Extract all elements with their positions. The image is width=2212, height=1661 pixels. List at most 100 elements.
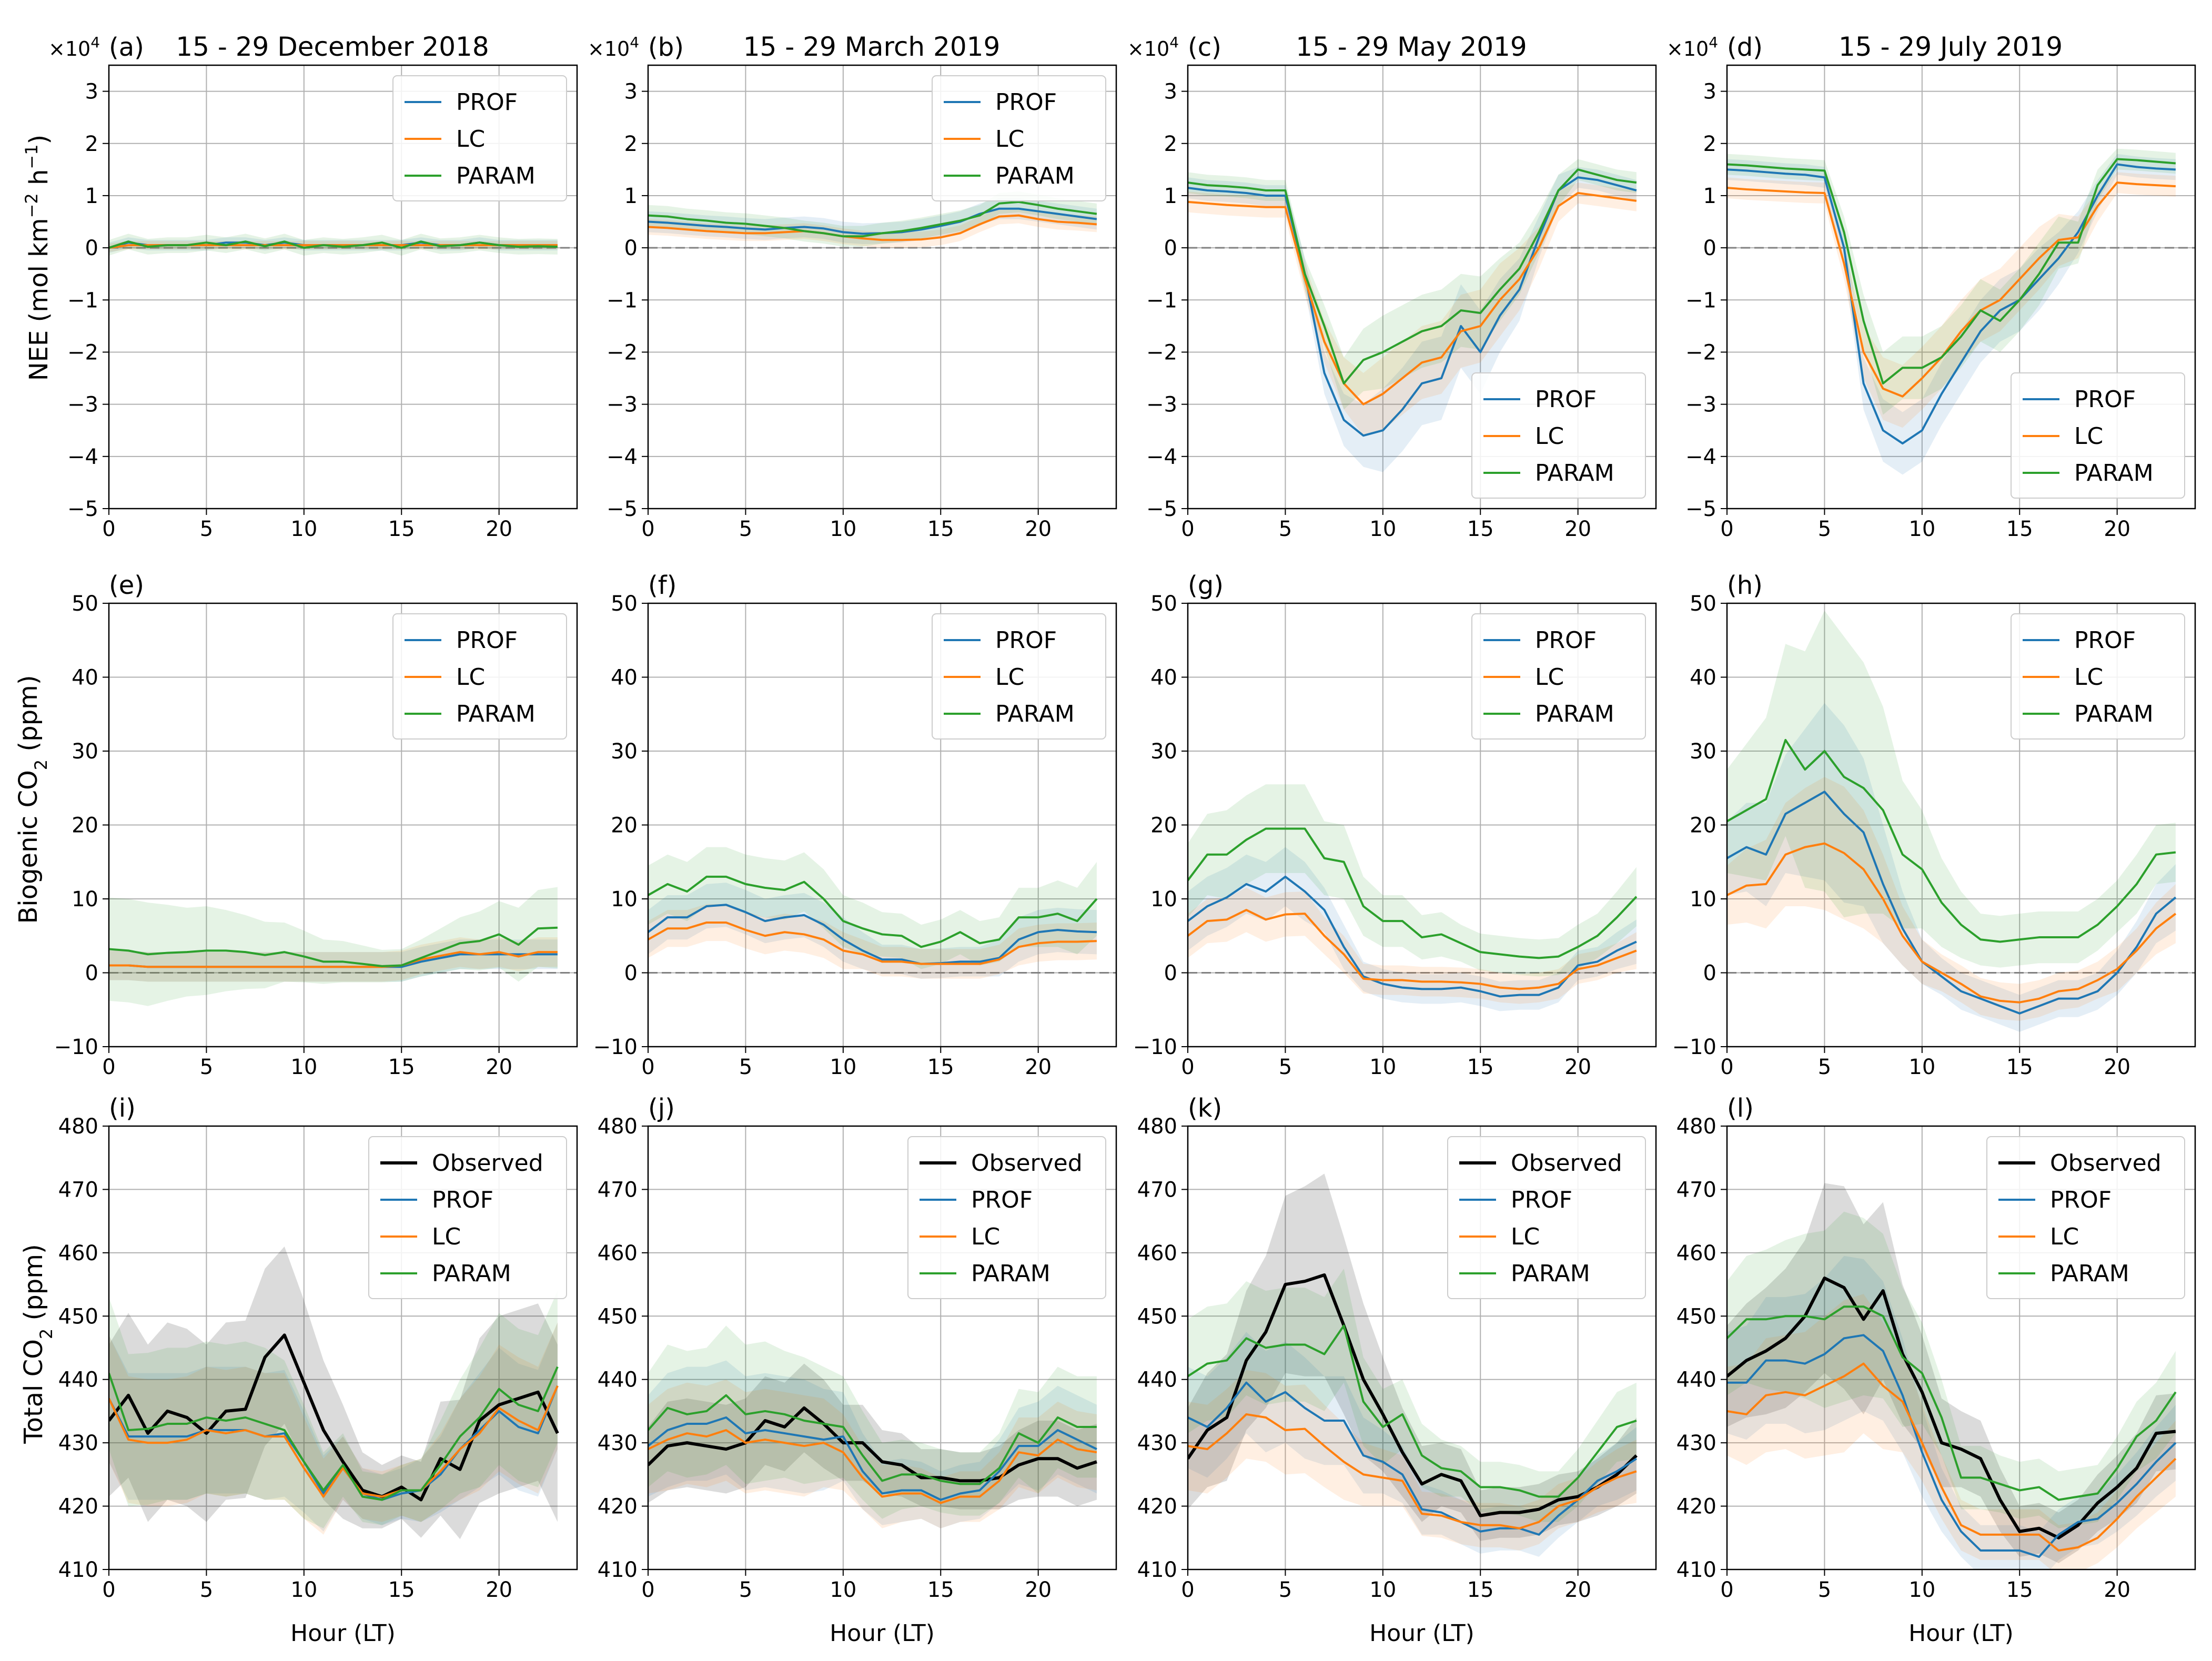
y-tick-label: −1: [1146, 288, 1177, 312]
panel-label: (d): [1727, 33, 1763, 62]
panel-j: 0 5 10 15 20 410 420 430 440 450 460 470 480 (j) Obser…: [598, 1093, 1117, 1602]
x-tick-label: 0: [1720, 1055, 1733, 1079]
y-tick-label: −4: [1146, 445, 1177, 469]
y-tick-label: 3: [85, 80, 98, 104]
legend-label-prof: PROF: [456, 89, 518, 116]
series-line-param: [1727, 1305, 2177, 1501]
x-tick-label: 0: [641, 1578, 654, 1602]
legend-box: [2011, 613, 2185, 740]
panel-label: (k): [1188, 1093, 1222, 1123]
y-tick-label: −2: [67, 340, 98, 364]
x-tick-label: 0: [1181, 517, 1194, 541]
legend-box: [1986, 1136, 2185, 1299]
y-tick-label: 2: [1703, 132, 1716, 156]
legend-label-lc: LC: [2050, 1223, 2079, 1250]
series-line-param: [109, 240, 558, 249]
y-tick-label: 440: [58, 1368, 98, 1392]
x-tick-label: 0: [102, 517, 115, 541]
x-tick-label: 20: [1025, 1578, 1052, 1602]
y-tick-label: 1: [1703, 184, 1716, 208]
legend-label-param: PARAM: [2074, 460, 2154, 487]
y-tick-label: 410: [598, 1558, 638, 1582]
series-line-lc: [1188, 909, 1637, 990]
y-tick-label: 460: [1137, 1241, 1177, 1265]
series-line-param: [1727, 738, 2176, 943]
band-param: [648, 1325, 1097, 1519]
plot-area: [1188, 1173, 1638, 1557]
legend: Observed PROF LC PARAM: [1447, 1136, 1646, 1299]
x-tick-label: 20: [2104, 1055, 2130, 1079]
legend-label-prof: PROF: [995, 627, 1057, 654]
legend-box: [392, 613, 567, 740]
x-tick-label: 15: [927, 1055, 954, 1079]
x-tick-label: 20: [2104, 517, 2130, 541]
y-tick-label: −5: [67, 497, 98, 521]
y-tick-label: 410: [1676, 1558, 1716, 1582]
x-tick-label: 15: [388, 517, 415, 541]
panel-k: 0 5 10 15 20 410 420 430 440 450 460 470 480 (k) Obser…: [1137, 1093, 1657, 1602]
y-tick-label: −5: [1685, 497, 1716, 521]
legend-label-param: PARAM: [995, 701, 1075, 727]
ylabel-nee: NEE (mol km−2 h−1): [22, 135, 54, 381]
y-tick-label: 40: [1150, 666, 1177, 690]
y-tick-label: 440: [1676, 1368, 1716, 1392]
legend-label-observed: Observed: [971, 1150, 1083, 1177]
band-lc: [1727, 1294, 2176, 1569]
y-tick-label: −3: [1685, 393, 1716, 417]
band-observed: [1727, 1183, 2176, 1563]
series-line-lc: [1727, 181, 2176, 398]
series-line-lc: [648, 921, 1097, 965]
y-tick-label: 430: [1137, 1431, 1177, 1455]
y-tick-label: 450: [598, 1304, 638, 1329]
legend-label-param: PARAM: [995, 163, 1075, 189]
legend-label-param: PARAM: [2074, 701, 2154, 727]
legend-label-prof: PROF: [432, 1187, 493, 1213]
y-tick-label: −3: [67, 393, 98, 417]
series-line-lc: [1188, 1413, 1637, 1530]
legend: Observed PROF LC PARAM: [907, 1136, 1106, 1299]
y-tick-label: 430: [58, 1431, 98, 1455]
y-tick-label: −5: [1146, 497, 1177, 521]
series-line-prof: [648, 207, 1097, 235]
axes-frame: [647, 1125, 1117, 1571]
plot-area: [1727, 1183, 2177, 1569]
series-line-param: [648, 1394, 1097, 1485]
legend: PROF LC PARAM: [932, 75, 1106, 201]
panel-label: (h): [1727, 571, 1763, 600]
x-tick-label: 5: [200, 1055, 213, 1079]
series-line-observed: [1188, 1273, 1638, 1517]
series-line-prof: [1188, 1381, 1638, 1536]
band-lc: [1188, 887, 1637, 1004]
band-prof: [1188, 167, 1637, 472]
series-line-prof: [1188, 875, 1637, 998]
axes-frame: [108, 1125, 578, 1571]
series-line-param: [648, 875, 1098, 948]
y-tick-label: 480: [1676, 1115, 1716, 1139]
panel-label: (l): [1727, 1093, 1754, 1123]
legend: PROF LC PARAM: [2011, 613, 2185, 740]
y-tick-label: 470: [58, 1178, 98, 1202]
y-tick-label: −4: [607, 445, 638, 469]
band-lc: [648, 1379, 1097, 1528]
axes-frame: [108, 64, 578, 510]
y-tick-label: −2: [1146, 340, 1177, 364]
series-line-lc: [109, 1385, 559, 1498]
panel-title: 15 - 29 July 2019: [1839, 32, 2063, 62]
legend-label-observed: Observed: [432, 1150, 543, 1177]
legend-box: [932, 613, 1106, 740]
x-tick-label: 15: [388, 1578, 415, 1602]
y-tick-label: 460: [598, 1241, 638, 1265]
legend: Observed PROF LC PARAM: [368, 1136, 567, 1299]
x-tick-label: 10: [830, 517, 856, 541]
x-tick-label: 15: [2006, 517, 2033, 541]
x-tick-label: 20: [1564, 517, 1591, 541]
x-tick-label: 15: [388, 1055, 415, 1079]
band-lc: [109, 1322, 558, 1535]
y-tick-label: 420: [1137, 1495, 1177, 1519]
y-tick-label: 20: [611, 814, 638, 838]
x-tick-label: 15: [1467, 1578, 1494, 1602]
legend-label-param: PARAM: [1535, 460, 1614, 487]
legend-label-param: PARAM: [432, 1260, 511, 1287]
y-tick-label: 1: [85, 184, 98, 208]
